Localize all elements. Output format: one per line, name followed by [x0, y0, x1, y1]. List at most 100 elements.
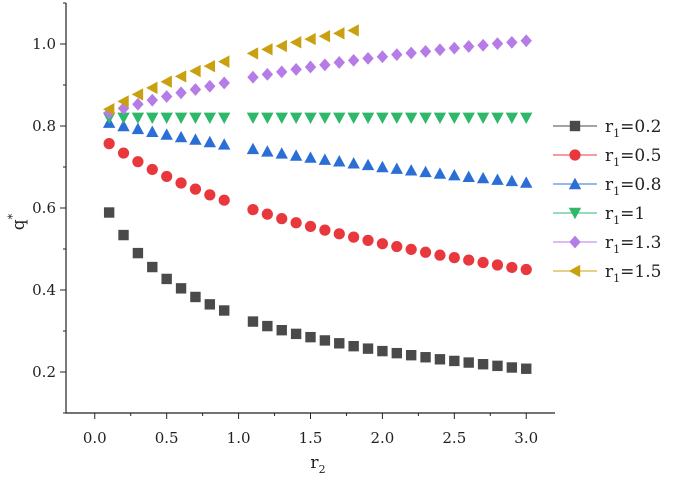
data-point [146, 81, 158, 95]
data-point [476, 171, 490, 184]
x-tick-label: 0.0 [83, 429, 107, 447]
series-5 [103, 34, 532, 120]
data-point [290, 328, 302, 340]
legend-marker [569, 235, 581, 249]
data-point [247, 70, 259, 84]
data-point [391, 240, 403, 253]
data-point [117, 101, 130, 115]
data-point [261, 43, 273, 56]
data-point [390, 162, 403, 174]
data-point [305, 331, 316, 343]
data-point [261, 67, 274, 81]
data-point [462, 170, 475, 183]
data-point [333, 56, 345, 69]
legend-label: r1=1.5 [605, 262, 661, 285]
y-tick-label: 0.2 [32, 363, 56, 381]
data-point [117, 112, 130, 124]
data-point [434, 354, 446, 365]
data-point [463, 254, 475, 266]
legend-label: r1=0.5 [605, 146, 661, 169]
data-point [362, 51, 374, 65]
data-point [219, 305, 230, 316]
data-point [247, 204, 259, 216]
data-point [204, 189, 216, 201]
data-point [132, 247, 144, 259]
data-point [477, 256, 489, 269]
data-point [404, 112, 418, 124]
data-point [175, 177, 187, 189]
data-point [174, 130, 188, 143]
data-point [275, 39, 287, 53]
data-point [146, 125, 159, 137]
data-point [434, 43, 446, 57]
y-axis: 0.2 0.4 0.6 0.8 1.0 [32, 2, 67, 414]
data-point [476, 112, 490, 124]
data-point [247, 316, 259, 327]
legend-marker [568, 177, 582, 190]
data-point [521, 363, 532, 374]
data-point [289, 112, 303, 124]
data-point [506, 362, 518, 373]
data-point [103, 207, 115, 218]
data-point [218, 76, 230, 90]
x-axis-title: r2 [310, 453, 325, 476]
data-point [261, 145, 274, 157]
data-point [276, 324, 287, 336]
data-point [318, 112, 332, 124]
data-point [189, 133, 202, 145]
data-point [348, 231, 360, 243]
data-point [118, 229, 129, 241]
data-point [261, 208, 273, 220]
legend-marker [569, 149, 581, 161]
legend-marker [569, 120, 581, 132]
data-point [275, 112, 288, 124]
data-point [117, 119, 130, 132]
data-point [246, 112, 260, 124]
data-point [333, 155, 346, 167]
data-point [218, 55, 230, 68]
data-point [319, 224, 331, 236]
data-point [419, 165, 432, 178]
y-tick-label: 0.8 [32, 117, 56, 135]
data-point [491, 259, 504, 271]
legend-item: r1=0.5 [553, 146, 661, 169]
data-point [433, 167, 447, 179]
data-point [190, 291, 201, 303]
x-tick-label: 1.0 [227, 429, 251, 447]
data-point [204, 299, 216, 310]
data-point [333, 112, 346, 124]
data-point [420, 352, 431, 363]
legend-item: r1=1.3 [553, 233, 661, 256]
data-point [304, 112, 317, 124]
data-point [362, 234, 374, 246]
x-tick-label: 0.5 [155, 429, 179, 447]
data-point [276, 213, 288, 225]
data-point [319, 58, 331, 72]
data-point [347, 24, 359, 37]
data-point [390, 112, 403, 124]
data-point [246, 47, 259, 60]
legend-item: r1=0.2 [553, 117, 661, 140]
data-point [289, 36, 302, 49]
series-layer [102, 24, 533, 374]
x-tick-label: 2.5 [442, 429, 466, 447]
legend-item: r1=1 [553, 204, 645, 227]
data-point [102, 102, 115, 116]
data-point [334, 338, 345, 349]
data-point [405, 46, 417, 60]
data-point [333, 27, 345, 40]
data-point [131, 88, 144, 101]
data-point [289, 149, 303, 161]
y-tick-label: 1.0 [32, 35, 56, 53]
data-point [175, 86, 187, 100]
data-point [377, 345, 388, 357]
x-axis: 0.0 0.5 1.0 1.5 2.0 2.5 3.0 [66, 412, 555, 447]
data-point [276, 65, 288, 79]
data-point [189, 64, 201, 78]
data-point [275, 147, 288, 159]
data-point [391, 48, 403, 62]
data-point [520, 112, 533, 124]
data-point [376, 238, 389, 250]
data-point [132, 156, 144, 168]
legend-label: r1=1 [605, 204, 645, 227]
